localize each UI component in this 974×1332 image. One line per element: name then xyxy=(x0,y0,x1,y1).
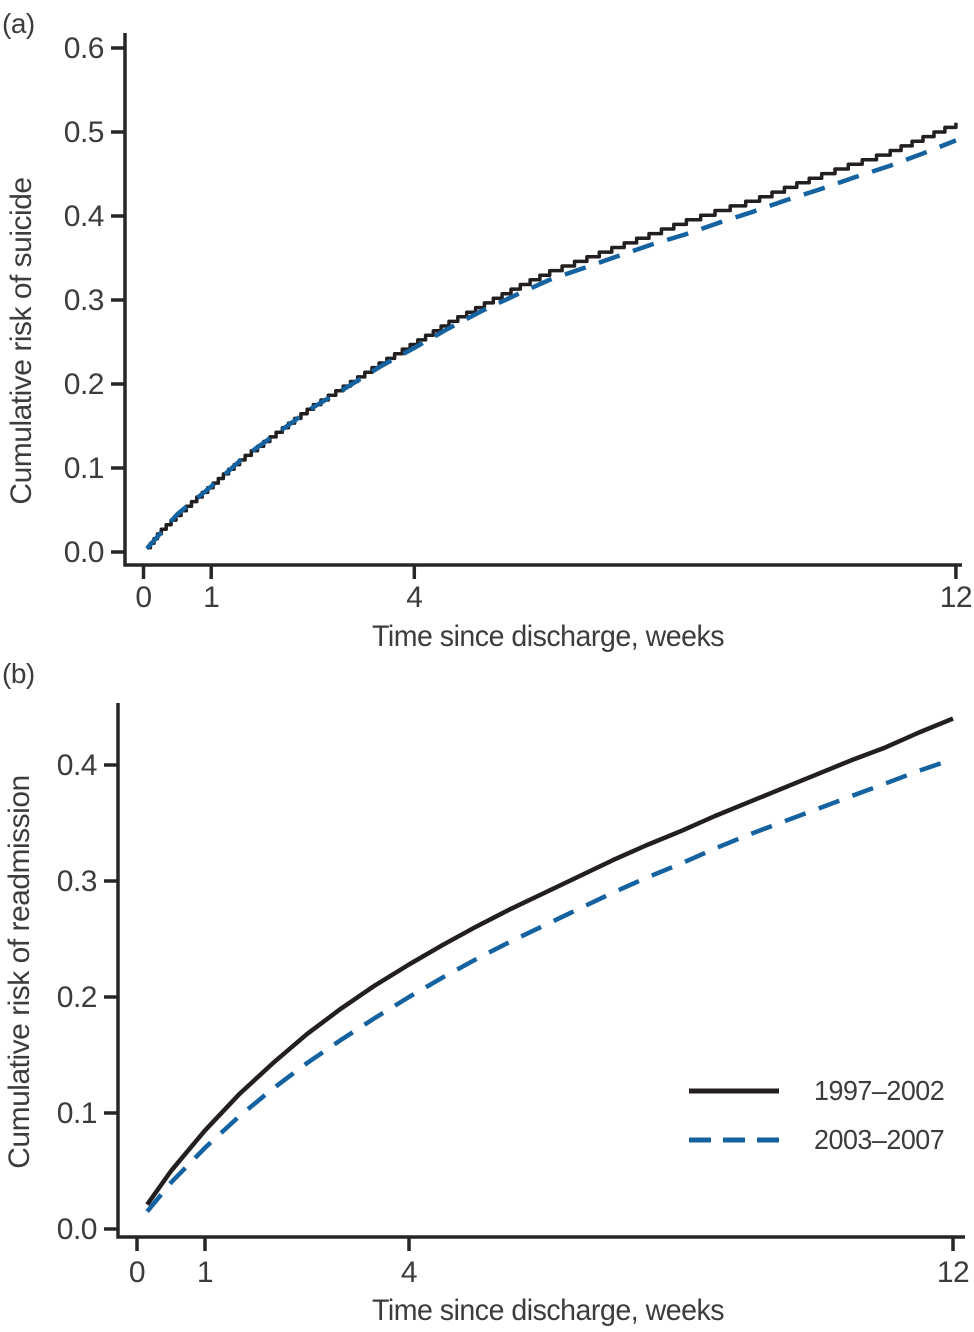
x-tick-label: 12 xyxy=(940,581,972,614)
y-tick-label: 0.3 xyxy=(57,865,97,898)
y-tick-label: 0.4 xyxy=(64,200,104,233)
panel-a-label: (a) xyxy=(2,8,35,39)
series-dashed-2003-2007 xyxy=(145,138,957,551)
panel-b-plot: 0.0 0.1 0.2 0.3 0.4 0 1 4 12 xyxy=(57,703,970,1289)
series-solid-1997-2002 xyxy=(145,716,954,1206)
legend: 1997–2002 2003–2007 xyxy=(688,1075,950,1155)
axis-lines xyxy=(116,703,965,1239)
y-tick-label: 0.1 xyxy=(64,452,104,485)
panel-b-x-axis-title: Time since discharge, weeks xyxy=(371,1294,725,1327)
x-tick-label: 0 xyxy=(129,1256,145,1289)
y-tick-label: 0.0 xyxy=(64,536,104,569)
x-tick-label: 0 xyxy=(135,581,151,614)
panel-a-plot: 0.0 0.1 0.2 0.3 0.4 0.5 0.6 0 1 4 12 xyxy=(64,32,973,614)
legend-row-2003-2007: 2003–2007 xyxy=(688,1124,950,1155)
y-tick-label: 0.0 xyxy=(57,1213,97,1246)
y-tick-label: 0.6 xyxy=(64,32,104,65)
x-tick-label: 4 xyxy=(406,581,422,614)
y-tick-label: 0.1 xyxy=(57,1097,97,1130)
y-tick-label: 0.5 xyxy=(64,116,104,149)
panel-b-y-axis-title: Cumulative risk of readmission xyxy=(3,775,36,1169)
y-tick-label: 0.3 xyxy=(64,284,104,317)
y-tick-label: 0.2 xyxy=(57,981,97,1014)
legend-label-2003-2007: 2003–2007 xyxy=(814,1124,945,1155)
x-tick-label: 12 xyxy=(937,1256,969,1289)
legend-label-1997-2002: 1997–2002 xyxy=(814,1075,945,1106)
y-tick-label: 0.4 xyxy=(57,749,97,782)
legend-row-1997-2002: 1997–2002 xyxy=(688,1075,950,1106)
legend-dashed-line-swatch xyxy=(689,1137,779,1143)
legend-solid-line-swatch xyxy=(689,1088,779,1094)
panel-a-y-axis-title: Cumulative risk of suicide xyxy=(5,177,38,505)
axis-lines xyxy=(123,33,962,567)
x-tick-label: 1 xyxy=(203,581,219,614)
panel-a-x-axis-title: Time since discharge, weeks xyxy=(371,620,725,653)
y-tick-label: 0.2 xyxy=(64,368,104,401)
panel-b-label: (b) xyxy=(2,658,35,689)
x-tick-label: 1 xyxy=(197,1256,213,1289)
series-solid-1997-2002 xyxy=(146,122,958,550)
x-tick-label: 4 xyxy=(401,1256,417,1289)
